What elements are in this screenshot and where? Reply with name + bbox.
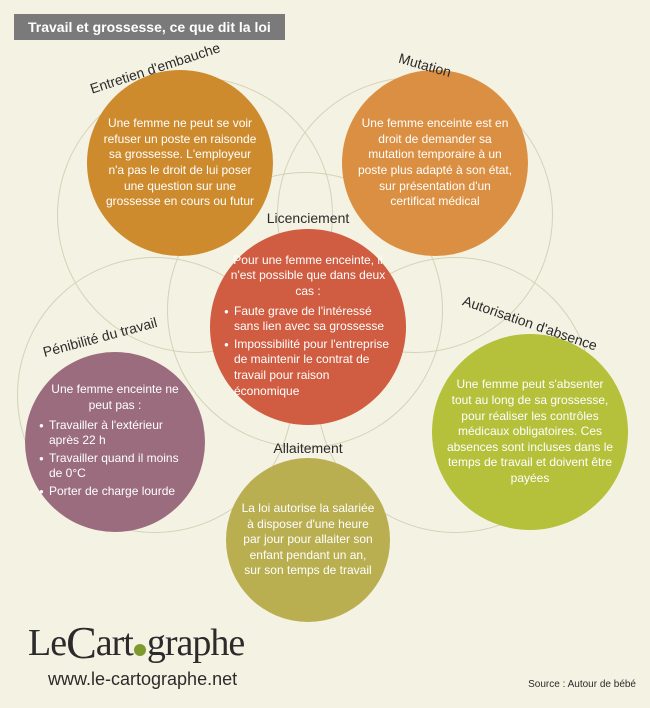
logo-dot-icon bbox=[134, 644, 146, 656]
node-body: La loi autorise la salariée à disposer d… bbox=[240, 501, 376, 579]
node-licenciement: Pour une femme enceinte, il n'est possib… bbox=[210, 229, 406, 425]
node-label-allaitement: Allaitement bbox=[273, 440, 342, 456]
source-credit: Source : Autour de bébé bbox=[528, 679, 636, 690]
list-item: Travailler quand il moins de 0°C bbox=[39, 451, 191, 482]
node-allaitement: La loi autorise la salariée à disposer d… bbox=[226, 458, 390, 622]
logo-part-4: graphe bbox=[147, 621, 244, 665]
node-body: Une femme enceinte ne peut pas : Travaill… bbox=[39, 382, 191, 501]
node-label-licenciement: Licenciement bbox=[267, 210, 350, 226]
list-item: Impossibilité pour l'entreprise de maint… bbox=[224, 337, 392, 399]
logo-part-1: Le bbox=[28, 621, 66, 665]
list-item: Porter de charge lourde bbox=[39, 484, 191, 500]
list-item: Faute grave de l'intéressé sans lien ave… bbox=[224, 304, 392, 335]
node-body-intro: Pour une femme enceinte, il n'est possib… bbox=[224, 253, 392, 300]
node-body-list: Travailler à l'extérieur après 22 hTrava… bbox=[39, 418, 191, 500]
node-body-list: Faute grave de l'intéressé sans lien ave… bbox=[224, 304, 392, 400]
node-body: Une femme enceinte est en droit de deman… bbox=[356, 116, 514, 210]
node-body-intro: Une femme enceinte ne peut pas : bbox=[39, 382, 191, 413]
logo-part-2: C bbox=[66, 616, 96, 669]
logo: Le C art graphe bbox=[28, 613, 244, 666]
logo-part-3: art bbox=[96, 621, 133, 665]
node-mutation: Une femme enceinte est en droit de deman… bbox=[342, 70, 528, 256]
diagram-canvas: Une femme ne peut se voir refuser un pos… bbox=[0, 0, 650, 708]
node-body: Une femme ne peut se voir refuser un pos… bbox=[101, 116, 259, 210]
logo-url: www.le-cartographe.net bbox=[48, 669, 237, 690]
node-autorisation: Une femme peut s'absenter tout au long d… bbox=[432, 334, 628, 530]
node-body: Pour une femme enceinte, il n'est possib… bbox=[224, 253, 392, 401]
list-item: Travailler à l'extérieur après 22 h bbox=[39, 418, 191, 449]
node-body: Une femme peut s'absenter tout au long d… bbox=[446, 377, 614, 486]
node-penibilite: Une femme enceinte ne peut pas : Travaill… bbox=[25, 352, 205, 532]
node-entretien: Une femme ne peut se voir refuser un pos… bbox=[87, 70, 273, 256]
